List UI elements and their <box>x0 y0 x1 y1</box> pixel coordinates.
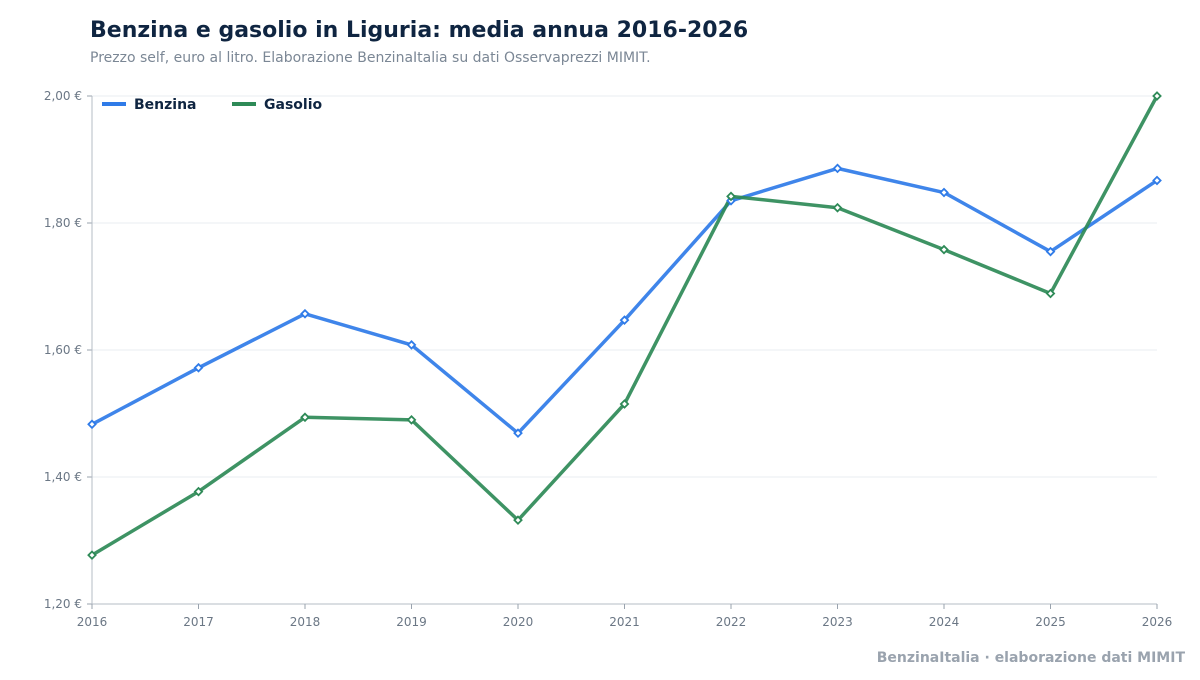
data-point-gasolio <box>1152 91 1162 101</box>
data-point-benzina <box>939 187 949 198</box>
chart-title: Benzina e gasolio in Liguria: media annu… <box>90 18 749 43</box>
data-point-gasolio <box>513 515 523 526</box>
x-tick-label: 2021 <box>609 615 640 629</box>
data-point-gasolio <box>832 202 843 213</box>
data-point-benzina <box>87 419 97 430</box>
series-line-gasolio <box>90 94 1159 557</box>
x-tick-label: 2023 <box>822 615 853 629</box>
data-point-gasolio <box>193 486 204 497</box>
x-tick-label: 2016 <box>77 615 108 629</box>
x-tick-label: 2019 <box>396 615 427 629</box>
y-tick-label: 1,40 € <box>44 470 82 484</box>
data-point-gasolio <box>87 550 97 560</box>
data-point-benzina <box>193 362 204 373</box>
data-point-benzina <box>513 428 523 439</box>
y-tick-label: 1,60 € <box>44 343 82 357</box>
footer-credit: BenzinaItalia · elaborazione dati MIMIT <box>876 650 1185 666</box>
data-point-gasolio <box>1045 288 1056 299</box>
x-tick-label: 2026 <box>1142 615 1173 629</box>
x-tick-label: 2022 <box>716 615 747 629</box>
y-tick-label: 2,00 € <box>44 89 82 103</box>
chart-subtitle: Prezzo self, euro al litro. Elaborazione… <box>90 50 651 66</box>
data-point-benzina <box>832 163 843 174</box>
legend-label-benzina: Benzina <box>134 97 197 113</box>
x-tick-label: 2020 <box>503 615 534 629</box>
y-tick-label: 1,20 € <box>44 597 82 611</box>
data-point-benzina <box>1045 246 1056 257</box>
data-point-benzina <box>406 340 417 350</box>
data-point-gasolio <box>939 244 949 255</box>
x-tick-label: 2024 <box>929 615 960 629</box>
y-tick-label: 1,80 € <box>44 216 82 230</box>
x-tick-label: 2018 <box>290 615 321 629</box>
data-point-benzina <box>300 308 310 319</box>
legend-label-gasolio: Gasolio <box>264 97 322 113</box>
series-line-benzina <box>90 166 1159 435</box>
data-point-benzina <box>1152 175 1162 186</box>
data-point-gasolio <box>619 399 630 409</box>
data-point-gasolio <box>300 412 310 423</box>
data-point-gasolio <box>726 191 736 202</box>
data-point-benzina <box>619 315 630 326</box>
data-point-gasolio <box>406 414 417 425</box>
x-tick-label: 2017 <box>183 615 214 629</box>
x-tick-label: 2025 <box>1035 615 1066 629</box>
